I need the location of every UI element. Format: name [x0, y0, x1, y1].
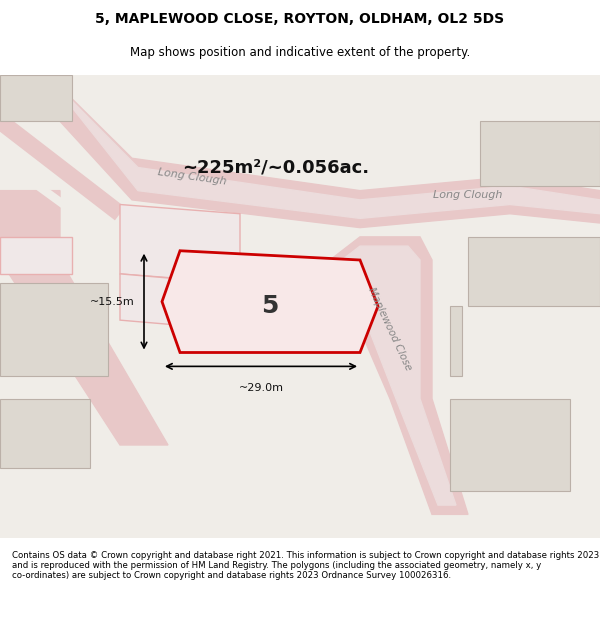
Text: Contains OS data © Crown copyright and database right 2021. This information is : Contains OS data © Crown copyright and d… [12, 551, 599, 581]
Polygon shape [468, 237, 600, 306]
Text: Long Clough: Long Clough [157, 167, 227, 186]
Polygon shape [120, 204, 240, 283]
Text: Long Clough: Long Clough [433, 190, 503, 200]
Polygon shape [162, 251, 378, 352]
Text: Maplewood Close: Maplewood Close [367, 286, 413, 372]
Text: ~15.5m: ~15.5m [90, 297, 135, 307]
Polygon shape [0, 237, 72, 274]
Text: ~29.0m: ~29.0m [239, 382, 284, 392]
Polygon shape [450, 306, 462, 376]
Polygon shape [450, 399, 570, 491]
Text: 5, MAPLEWOOD CLOSE, ROYTON, OLDHAM, OL2 5DS: 5, MAPLEWOOD CLOSE, ROYTON, OLDHAM, OL2 … [95, 12, 505, 26]
Polygon shape [0, 75, 72, 121]
Polygon shape [0, 191, 168, 445]
Polygon shape [342, 246, 456, 505]
Polygon shape [0, 399, 90, 468]
Polygon shape [60, 89, 600, 218]
Polygon shape [0, 283, 108, 376]
Polygon shape [48, 75, 600, 228]
Text: Map shows position and indicative extent of the property.: Map shows position and indicative extent… [130, 46, 470, 59]
Polygon shape [120, 274, 228, 329]
Polygon shape [480, 121, 600, 186]
Polygon shape [330, 237, 468, 514]
Text: ~225m²/~0.056ac.: ~225m²/~0.056ac. [182, 159, 370, 176]
Text: 5: 5 [262, 294, 278, 318]
